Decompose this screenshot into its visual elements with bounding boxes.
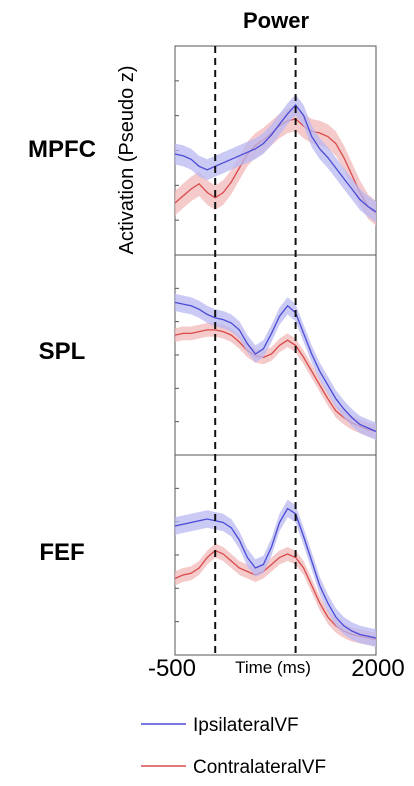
series-line-contralateralvf-spl	[174, 329, 377, 433]
x-tick-label-end: 2000	[351, 655, 404, 682]
legend-label-ipsilateral: IpsilateralVF	[193, 715, 299, 736]
series-line-ipsilateralvf-mpfc	[174, 103, 377, 213]
error-band-ipsilateralvf-spl	[175, 293, 376, 440]
chart-title: Power	[243, 8, 309, 33]
series-line-ipsilateralvf-fef	[174, 507, 377, 639]
y-axis-label: Activation (Pseudo z)	[116, 66, 138, 255]
error-band-contralateralvf-mpfc	[175, 106, 376, 226]
legend-label-contralateral: ContralateralVF	[193, 757, 326, 778]
x-axis-label: Time (ms)	[235, 658, 311, 677]
panel-label-mpfc: MPFC	[28, 136, 96, 163]
panel-label-spl: SPL	[39, 338, 86, 365]
series-line-ipsilateralvf-spl	[174, 301, 377, 432]
x-tick-label-start: -500	[148, 655, 196, 682]
panel-label-fef: FEF	[39, 539, 84, 566]
legend: IpsilateralVF ContralateralVF	[141, 715, 326, 778]
